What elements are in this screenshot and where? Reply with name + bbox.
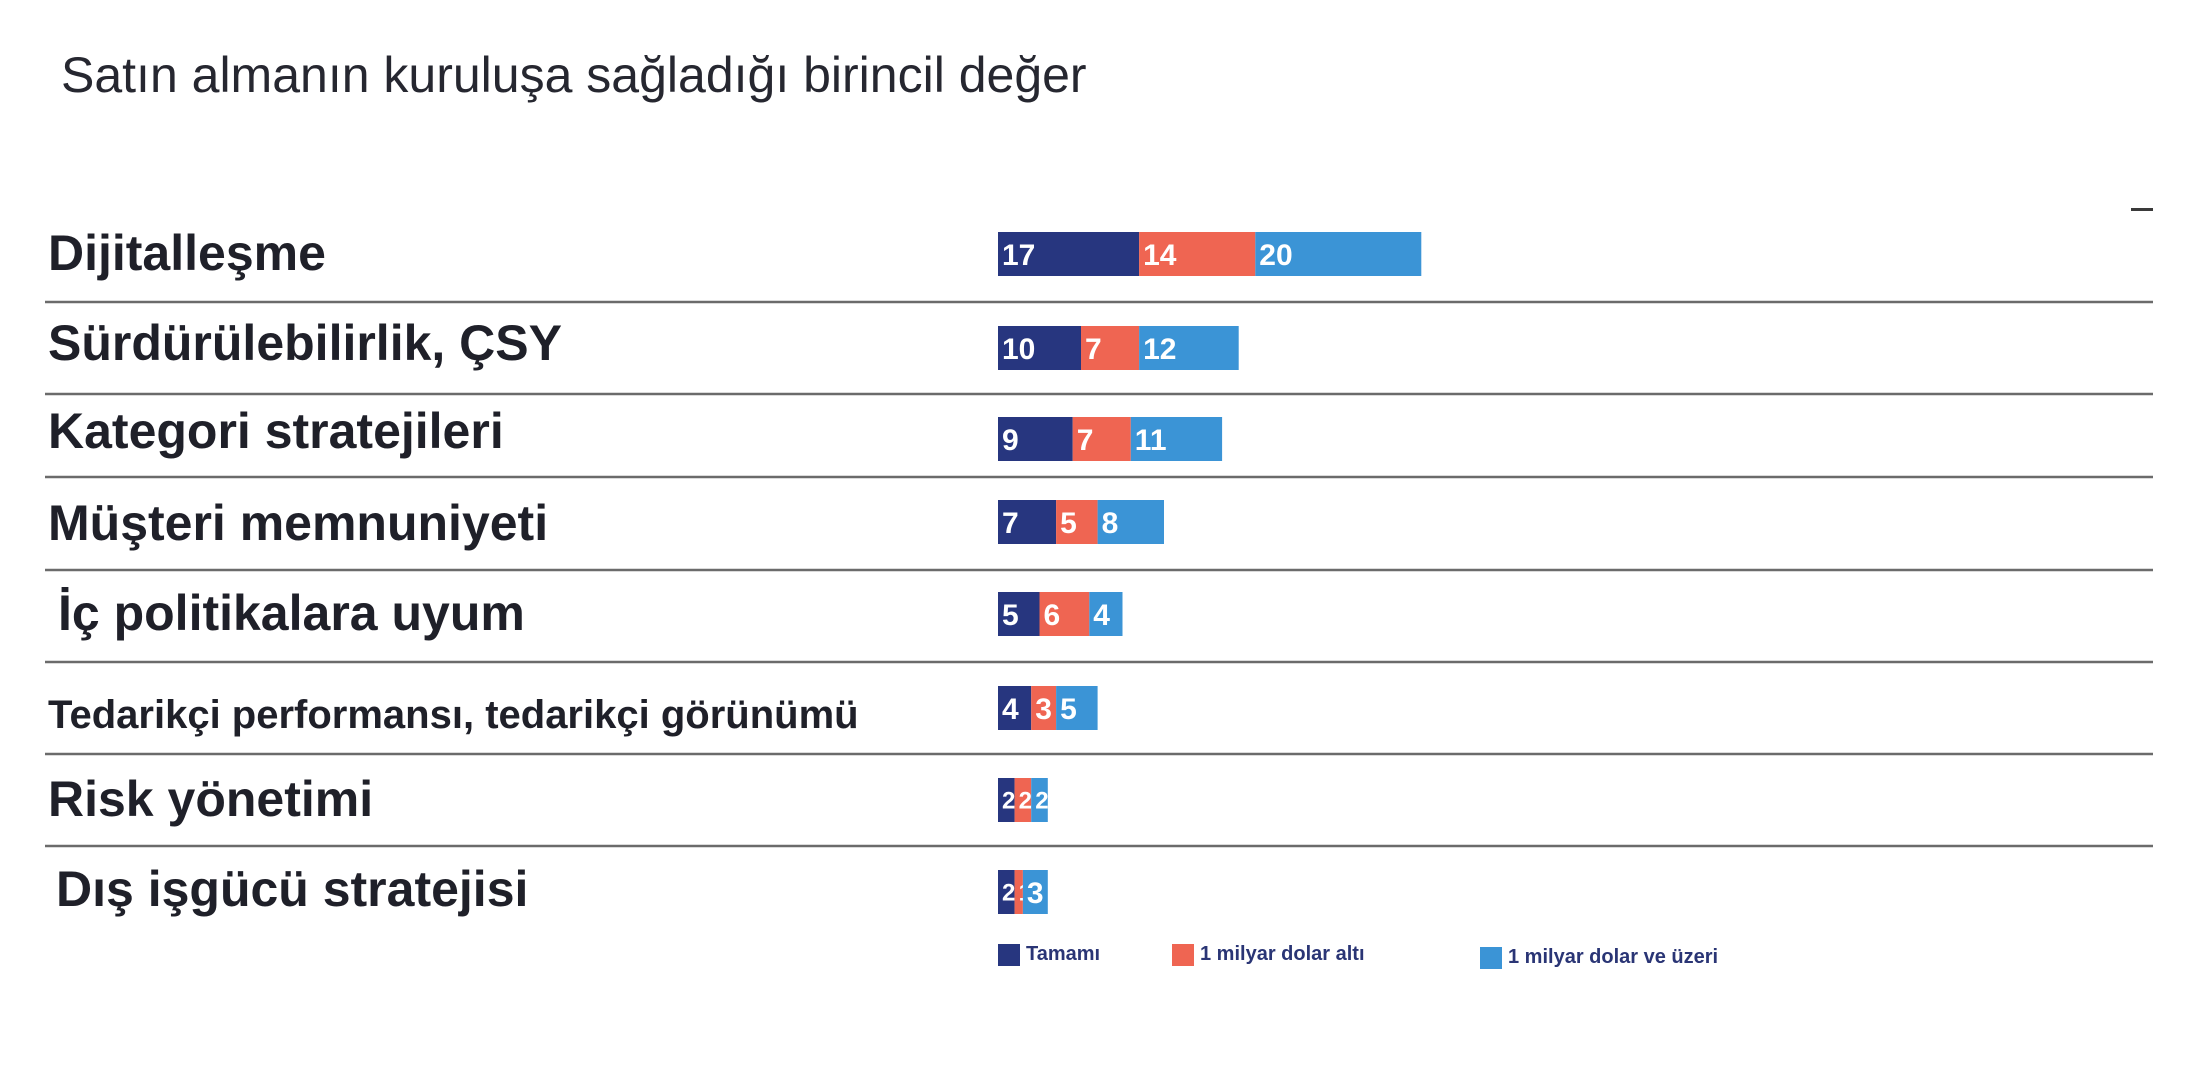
bar-segment: [998, 778, 1015, 822]
category-label: Müşteri memnuniyeti: [48, 495, 548, 551]
bar-value-label: 4: [1093, 599, 1110, 632]
bar-value-label: 2: [1002, 788, 1015, 815]
legend-item-alti: 1 milyar dolar altı: [1172, 943, 1365, 966]
bar-segment: [1022, 870, 1048, 914]
category-label: Risk yönetimi: [48, 771, 373, 827]
bar-value-label: 11: [1135, 424, 1167, 457]
bar-segment: [998, 870, 1015, 914]
bar-segment: [1139, 232, 1256, 276]
legend-item-tamami: Tamamı: [998, 943, 1100, 966]
legend-label-alti: 1 milyar dolar altı: [1200, 943, 1365, 965]
bar-segment: [1031, 778, 1048, 822]
chart-title: Satın almanın kuruluşa sağladığı birinci…: [61, 47, 1087, 103]
bar-value-label: 3: [1027, 877, 1044, 910]
bar-segment: [1031, 686, 1057, 730]
category-label: Kategori stratejileri: [48, 403, 504, 459]
legend-label-uzeri: 1 milyar dolar ve üzeri: [1508, 946, 1719, 968]
category-label: Tedarikçi performansı, tedarikçi görünüm…: [48, 693, 859, 737]
category-label: İç politikalara uyum: [58, 585, 525, 641]
category-label: Dijitalleşme: [48, 225, 326, 281]
bar-value-label: 14: [1143, 239, 1177, 272]
bar-value-label: 12: [1143, 333, 1176, 366]
bar-value-label: 17: [1002, 239, 1035, 272]
bar-value-label: 5: [1060, 693, 1077, 726]
bar-value-label: 6: [1044, 599, 1061, 632]
bar-value-label: 4: [1002, 693, 1019, 726]
bar-value-label: 2: [1035, 788, 1048, 815]
bar-value-label: 5: [1060, 507, 1077, 540]
bar-segment: [998, 500, 1057, 544]
bar-segment: [1255, 232, 1422, 276]
bar-segment: [1130, 417, 1223, 461]
bar-segment: [1014, 870, 1023, 914]
bar-segment: [998, 417, 1073, 461]
bar-segment: [998, 686, 1032, 730]
bar-segment: [1056, 500, 1098, 544]
legend-swatch-alti: [1172, 943, 1194, 966]
bar-value-label: 20: [1259, 239, 1292, 272]
bar-value-label: 5: [1002, 599, 1019, 632]
bar-value-label: 7: [1085, 333, 1102, 366]
bar-value-label: 2: [1002, 880, 1015, 907]
bar-segment: [1139, 326, 1239, 370]
bar-segment: [1097, 500, 1164, 544]
category-label: Sürdürülebilirlik, ÇSY: [48, 315, 562, 371]
category-label: Dış işgücü stratejisi: [56, 861, 528, 917]
bar-value-label: 2: [1019, 788, 1032, 815]
legend-swatch-tamami: [998, 943, 1020, 966]
bar-value-label: 3: [1035, 693, 1052, 726]
bar-value-label: 9: [1002, 424, 1019, 457]
bar-segment: [998, 326, 1081, 370]
bar-segment: [998, 592, 1040, 636]
bar-segment: [1056, 686, 1098, 730]
legend-item-uzeri: 1 milyar dolar ve üzeri: [1480, 946, 1718, 969]
bar-segment: [1081, 326, 1140, 370]
legend-label-tamami: Tamamı: [1026, 943, 1101, 965]
legend-swatch-uzeri: [1480, 946, 1502, 969]
bar-segment: [998, 232, 1140, 276]
bar-value-label: 7: [1077, 424, 1094, 457]
bar-segment: [1089, 592, 1123, 636]
bar-value-label: 7: [1002, 507, 1019, 540]
bar-segment: [1039, 592, 1090, 636]
bar-value-label: 10: [1002, 333, 1035, 366]
bar-segment: [1014, 778, 1032, 822]
bar-value-label: 8: [1102, 507, 1119, 540]
legend: Tamamı 1 milyar dolar altı 1 milyar dola…: [998, 943, 1798, 973]
dash-mark: [2131, 208, 2153, 211]
bar-segment: [1072, 417, 1131, 461]
